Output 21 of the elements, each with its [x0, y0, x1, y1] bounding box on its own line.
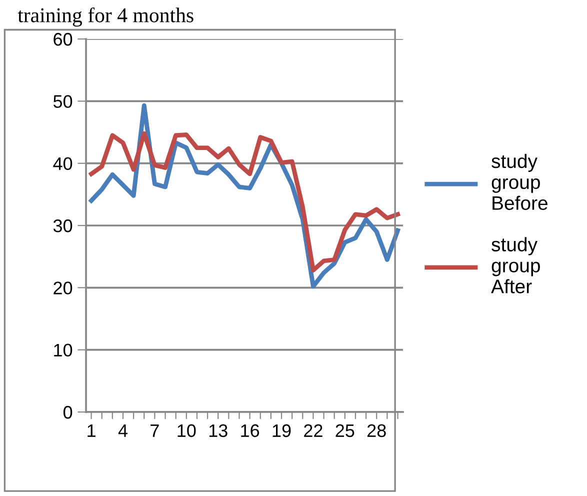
x-tick-label: 19	[272, 424, 291, 438]
x-tick-label: 25	[336, 424, 354, 438]
x-tick-label: 1	[88, 424, 96, 437]
legend-label: study group After	[491, 237, 540, 294]
x-tick-label: 7	[150, 424, 159, 437]
x-tick-label: 22	[304, 424, 322, 437]
x-tick-label: 4	[118, 424, 128, 437]
legend-label: study group Before	[492, 154, 548, 210]
y-tick-label: 10	[54, 344, 72, 357]
y-tick-label: 0	[63, 406, 72, 419]
y-tick-label: 40	[53, 157, 72, 170]
x-tick-label: 28	[367, 424, 386, 438]
y-tick-label: 30	[53, 219, 72, 232]
x-tick-label: 10	[178, 424, 196, 438]
line-series	[89, 131, 400, 272]
x-tick-label: 13	[209, 424, 228, 438]
x-tick-label: 16	[241, 424, 260, 438]
y-tick-label: 60	[54, 32, 72, 46]
y-tick-label: 20	[54, 282, 72, 294]
chart-title: training for 4 months	[18, 7, 194, 27]
y-tick-label: 50	[53, 95, 72, 108]
